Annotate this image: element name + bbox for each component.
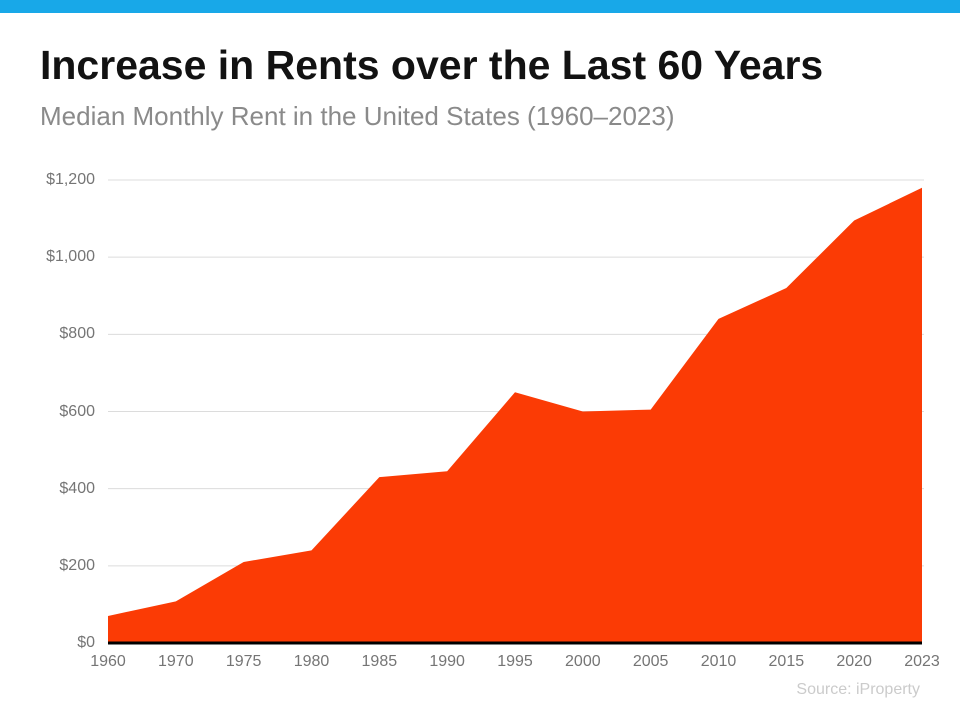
x-tick-label: 2015 <box>768 653 805 670</box>
y-tick-label: $600 <box>59 402 95 420</box>
x-tick-label: 2023 <box>904 653 940 670</box>
y-tick-label: $1,000 <box>46 248 95 266</box>
x-tick-label: 1995 <box>497 653 533 670</box>
x-tick-label: 1985 <box>361 653 398 670</box>
plot-canvas <box>108 179 924 645</box>
page-title: Increase in Rents over the Last 60 Years <box>40 42 824 88</box>
y-tick-label: $1,200 <box>46 171 95 188</box>
y-tick-label: $400 <box>59 479 95 497</box>
rent-area-series <box>108 187 922 643</box>
x-tick-label: 2020 <box>836 653 872 670</box>
x-tick-label: 2010 <box>700 653 737 670</box>
x-axis-line <box>108 641 922 645</box>
y-tick-label: $800 <box>59 325 95 343</box>
x-tick-label: 2005 <box>632 653 669 670</box>
x-tick-label: 1990 <box>429 653 465 670</box>
source-credit: Source: iProperty <box>796 681 920 698</box>
rent-area-chart: $0 $200 $400 $600 $800 $1,000 $1,200 1960 1970 1… <box>0 160 960 720</box>
page-subtitle: Median Monthly Rent in the United States… <box>40 101 675 131</box>
x-tick-label: 1975 <box>225 653 262 670</box>
x-tick-label: 1980 <box>293 653 330 670</box>
x-tick-label: 1960 <box>90 653 126 670</box>
x-tick-label: 2000 <box>565 653 601 670</box>
x-tick-label: 1970 <box>158 653 194 670</box>
y-tick-label: $200 <box>59 556 95 574</box>
accent-bar <box>0 0 960 13</box>
y-tick-label: $0 <box>77 634 95 651</box>
